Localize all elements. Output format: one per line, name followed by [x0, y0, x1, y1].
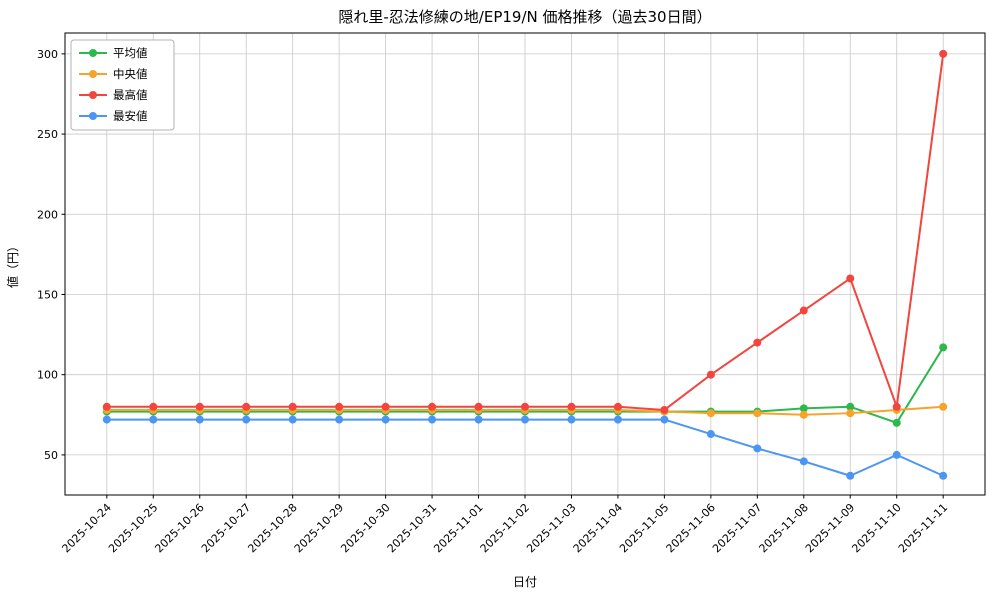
y-tick-label: 250 — [37, 128, 58, 141]
data-point-min-2025-10-27[interactable] — [242, 415, 251, 424]
data-point-min-2025-11-02[interactable] — [521, 415, 529, 424]
data-point-max-2025-11-01[interactable] — [474, 402, 483, 411]
data-point-max-2025-11-08[interactable] — [799, 306, 808, 315]
data-point-min-2025-10-29[interactable] — [335, 415, 344, 424]
data-point-min-2025-11-01[interactable] — [474, 415, 483, 424]
data-point-min-2025-10-26[interactable] — [195, 415, 204, 424]
data-point-max-2025-11-02[interactable] — [521, 402, 529, 411]
data-point-max-2025-10-27[interactable] — [242, 402, 251, 411]
y-tick-label: 100 — [37, 369, 58, 382]
y-tick-label: 200 — [37, 208, 58, 221]
data-point-min-2025-11-04[interactable] — [613, 415, 622, 424]
data-point-avg-2025-11-11[interactable] — [939, 343, 948, 352]
data-point-median-2025-11-11[interactable] — [939, 402, 948, 411]
data-point-max-2025-11-05[interactable] — [660, 405, 669, 414]
legend-marker-avg — [89, 49, 97, 57]
data-point-min-2025-11-09[interactable] — [846, 471, 855, 480]
data-point-max-2025-11-11[interactable] — [939, 49, 948, 58]
data-point-max-2025-10-29[interactable] — [335, 402, 344, 411]
data-point-max-2025-10-31[interactable] — [428, 402, 437, 411]
legend-marker-max — [89, 91, 97, 99]
data-point-avg-2025-11-10[interactable] — [892, 418, 901, 427]
y-tick-label: 300 — [37, 48, 58, 61]
data-point-max-2025-10-26[interactable] — [195, 402, 204, 411]
legend-box — [70, 39, 175, 131]
legend-marker-median — [89, 70, 97, 78]
data-point-max-2025-11-09[interactable] — [846, 274, 855, 283]
legend-label-min: 最安値 — [113, 109, 148, 123]
data-point-avg-2025-11-09[interactable] — [846, 402, 855, 411]
data-point-max-2025-11-03[interactable] — [567, 402, 576, 411]
y-axis-label: 値（円） — [5, 240, 20, 288]
data-point-max-2025-10-25[interactable] — [149, 402, 158, 411]
x-axis-label: 日付 — [513, 575, 537, 589]
data-point-min-2025-11-06[interactable] — [706, 430, 715, 439]
data-point-min-2025-11-10[interactable] — [892, 450, 901, 459]
data-point-max-2025-10-30[interactable] — [381, 402, 390, 411]
data-point-min-2025-10-31[interactable] — [428, 415, 437, 424]
data-point-avg-2025-11-08[interactable] — [799, 404, 808, 413]
legend-label-max: 最高値 — [113, 88, 148, 102]
data-point-median-2025-11-08[interactable] — [799, 410, 808, 419]
data-point-min-2025-10-30[interactable] — [381, 415, 390, 424]
y-tick-label: 50 — [44, 449, 58, 462]
data-point-median-2025-11-06[interactable] — [706, 409, 715, 418]
series-max — [102, 49, 948, 414]
data-point-min-2025-10-25[interactable] — [149, 415, 158, 424]
data-point-min-2025-10-28[interactable] — [288, 415, 297, 424]
data-point-min-2025-10-24[interactable] — [102, 415, 111, 424]
data-point-max-2025-10-28[interactable] — [288, 402, 297, 411]
chart-title: 隠れ里-忍法修練の地/EP19/N 価格推移（過去30日間） — [338, 8, 711, 26]
data-point-median-2025-11-07[interactable] — [753, 409, 762, 418]
legend-label-avg: 平均値 — [113, 46, 148, 60]
data-point-max-2025-11-10[interactable] — [892, 402, 901, 411]
data-point-min-2025-11-05[interactable] — [660, 415, 669, 424]
data-point-median-2025-11-09[interactable] — [846, 409, 855, 418]
series-min — [102, 415, 948, 480]
data-point-max-2025-11-07[interactable] — [753, 338, 762, 347]
data-point-min-2025-11-03[interactable] — [567, 415, 576, 424]
data-point-max-2025-10-24[interactable] — [102, 402, 111, 411]
data-point-min-2025-11-07[interactable] — [753, 444, 762, 453]
legend-marker-min — [89, 112, 97, 120]
data-point-min-2025-11-11[interactable] — [939, 471, 948, 480]
legend-label-median: 中央値 — [113, 67, 148, 81]
data-point-max-2025-11-06[interactable] — [706, 370, 715, 379]
data-point-min-2025-11-08[interactable] — [799, 457, 808, 466]
y-tick-label: 150 — [37, 288, 58, 301]
data-point-max-2025-11-04[interactable] — [613, 402, 622, 411]
